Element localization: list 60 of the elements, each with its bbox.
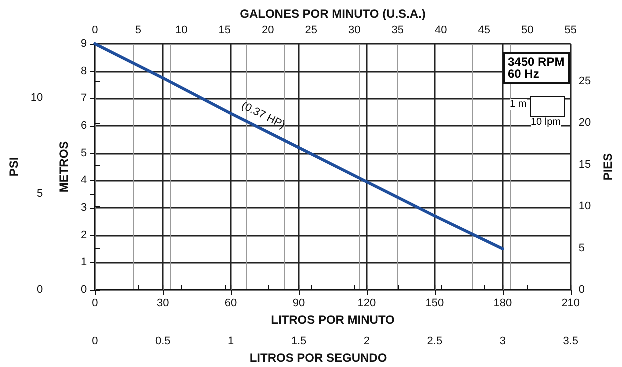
y-tick-label: 7	[81, 92, 88, 105]
text: 2.5	[427, 336, 443, 348]
y2-axis-title: PIES	[601, 153, 615, 181]
x2-tick-label: 15	[218, 24, 232, 36]
text: 0.5	[155, 336, 171, 348]
text: 1	[228, 336, 234, 348]
y-tick-label: 0	[81, 284, 88, 296]
x2-axis-title: GALONES POR MINUTO (U.S.A.)	[240, 7, 426, 22]
text: 3.5	[563, 336, 579, 348]
annotation: 1 m	[510, 99, 527, 110]
y2-tick-label: 0	[578, 284, 585, 296]
y2-tick-label: 25	[578, 76, 592, 88]
y2-tick-label: 15	[578, 158, 592, 171]
text: 3	[500, 336, 506, 348]
info-box: 3450 RPM 60 Hz	[503, 52, 570, 84]
x-tick-label: 120	[358, 298, 376, 310]
text: LITROS POR SEGUNDO	[250, 351, 388, 365]
x-tick-label: 180	[494, 298, 512, 310]
y-tick-label: 5	[81, 147, 88, 160]
y3-tick-label: 0	[37, 284, 44, 296]
annotation: 10 lpm	[531, 117, 562, 128]
text: 0	[92, 336, 98, 348]
x2-tick-label: 50	[521, 24, 534, 36]
y2-tick-label: 5	[578, 242, 585, 254]
x-tick-label: 210	[562, 298, 580, 310]
x-tick-label: 150	[426, 298, 444, 310]
x-axis-title: LITROS POR MINUTO	[271, 312, 395, 327]
y-tick-label: 8	[81, 65, 88, 78]
x2-tick-label: 40	[434, 24, 448, 36]
y-tick-label: 3	[81, 202, 88, 214]
y-tick-label: 1	[81, 256, 88, 269]
y-tick-label: 6	[81, 120, 88, 132]
x2-tick-label: 45	[478, 24, 490, 36]
annotation: 3450 RPM	[508, 55, 565, 69]
y3-tick-label: 5	[37, 188, 44, 200]
x2-tick-label: 20	[262, 24, 274, 36]
y-tick-label: 4	[81, 174, 88, 187]
text: (0.37 HP)	[240, 100, 288, 132]
x2-tick-label: 35	[392, 24, 404, 36]
y2-tick-label: 10	[578, 200, 592, 213]
y3-axis-title: PSI	[7, 157, 21, 177]
line-series	[94, 42, 504, 250]
y-tick-label: 9	[81, 38, 88, 50]
text: 1.5	[291, 336, 307, 348]
x2-tick-label: 0	[92, 24, 98, 36]
x2-tick-label: 5	[135, 24, 142, 36]
text: 2	[364, 336, 370, 348]
y2-tick-label: 20	[578, 117, 592, 130]
x-tick-label: 30	[156, 298, 170, 310]
x-tick-label: 90	[292, 298, 306, 310]
x2-tick-label: 55	[564, 24, 577, 36]
x-tick-label: 0	[92, 298, 98, 310]
y-tick-label: 2	[81, 229, 88, 242]
y3-tick-label: 10	[30, 92, 44, 104]
x-tick-label: 60	[224, 298, 238, 310]
x2-tick-label: 25	[305, 24, 318, 36]
annotation: 60 Hz	[508, 67, 540, 81]
x2-tick-label: 10	[176, 24, 188, 36]
y-axis-title: METROS	[57, 141, 72, 193]
x2-tick-label: 30	[348, 24, 361, 36]
